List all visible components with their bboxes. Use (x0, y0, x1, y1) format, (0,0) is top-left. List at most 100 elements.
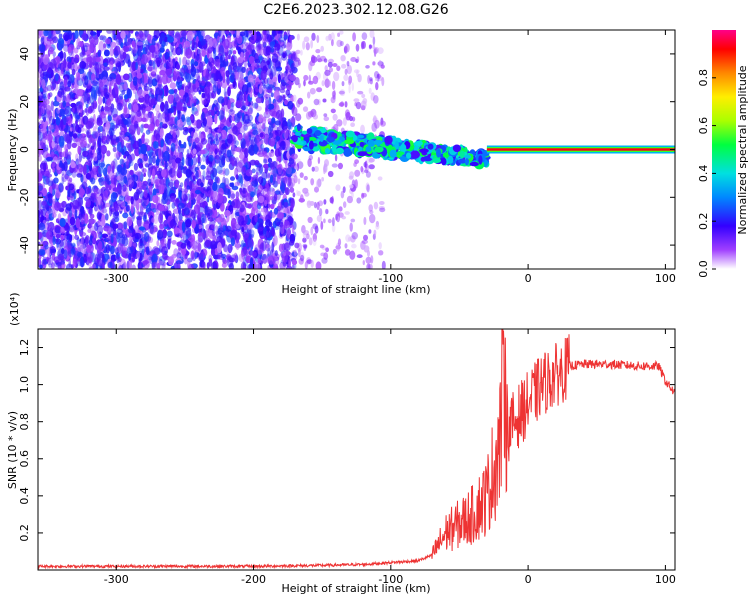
spectrogram-cell (89, 213, 95, 219)
spectrogram-cell (245, 169, 253, 177)
spectrogram-cell (169, 123, 176, 130)
spectrogram-cell (299, 172, 304, 178)
spectrogram-cell (120, 30, 126, 39)
spectrogram-cell (277, 146, 282, 157)
spectrogram-cell (96, 243, 102, 255)
spectrogram-cell (264, 235, 268, 244)
spectrogram-cell (337, 162, 343, 170)
spectrogram-cell (128, 236, 132, 248)
spectrogram-cell (256, 48, 262, 57)
spectrogram-cell (48, 46, 55, 53)
spectrogram-cell (116, 228, 123, 234)
spectrogram-cell (170, 195, 176, 203)
spectrogram-cell (265, 83, 271, 90)
spectrogram-cell (206, 262, 210, 269)
spectrogram-cell (87, 121, 95, 127)
spectrogram-cell (291, 224, 295, 234)
spectrogram-cell (260, 69, 267, 81)
spectrogram-cell (79, 232, 87, 237)
spectrogram-cell (310, 39, 313, 49)
spectrogram-cell (97, 114, 101, 124)
spectrogram-cell (346, 60, 350, 67)
spectrogram-cell (103, 43, 106, 49)
spectrogram-cell (230, 210, 234, 220)
spectrogram-cell (53, 177, 59, 184)
spectrogram-cell (207, 38, 213, 49)
spectrogram-cell (372, 61, 376, 66)
spectrogram-cell (214, 113, 218, 125)
spectrogram-cell (237, 215, 245, 226)
spectrogram-cell (98, 40, 105, 52)
spectrogram-cell (323, 58, 328, 63)
spectrogram-cell (328, 80, 332, 87)
spectrogram-cell (212, 181, 218, 192)
spectrogram-cell (226, 133, 233, 144)
spectrogram-cell (217, 79, 221, 89)
spectrogram-cell (50, 81, 56, 90)
spectrogram-cell (180, 242, 187, 249)
spectrogram-cell (318, 208, 323, 217)
spectrogram-cell (46, 219, 50, 226)
spectrogram-cell (43, 116, 46, 123)
spectrogram-cell (86, 30, 94, 40)
spectrogram-cell (295, 158, 301, 163)
spectrogram-cell (107, 261, 113, 268)
spectrogram-cell (297, 123, 301, 132)
spectrogram-cell (127, 204, 131, 211)
spectrogram-cell (103, 49, 110, 57)
spectrogram-cell (74, 209, 78, 219)
spectrogram-cell (211, 223, 216, 230)
spectrogram-cell (204, 88, 207, 99)
spectrogram-cell (368, 44, 372, 50)
spectrogram-cell (76, 173, 83, 178)
spectrogram-cell (309, 87, 316, 95)
spectrogram-cell (167, 182, 174, 187)
spectrogram-cell (156, 240, 160, 247)
spectrogram-cell (124, 136, 129, 141)
spectrogram-cell (126, 216, 133, 227)
spectrogram-cell (106, 235, 112, 241)
spectrogram-cell (259, 132, 264, 138)
spectrogram-cell (38, 154, 42, 162)
spectrogram-cell (303, 175, 308, 181)
spectrogram-cell (200, 39, 206, 46)
spectrogram-cell (286, 251, 292, 259)
spectrogram-cell (176, 252, 182, 259)
spectrogram-cell (124, 150, 129, 157)
spectrogram-cell (229, 182, 234, 188)
spectrogram-cell (100, 111, 105, 120)
spectrogram-cell (284, 187, 290, 196)
spectrogram-cell (242, 132, 249, 139)
spectrogram-cell (283, 201, 289, 208)
spectrogram-cell (45, 177, 50, 185)
spectrogram-cell (348, 84, 351, 94)
spectrogram-cell (175, 157, 181, 164)
spectrogram-cell (114, 152, 119, 159)
spectrogram-cell (185, 59, 191, 66)
spectrogram-cell (64, 144, 69, 153)
spectrogram-cell (190, 209, 196, 219)
spectrogram-cell (238, 159, 244, 169)
spectrogram-cell (197, 242, 202, 252)
spectrogram-cell (350, 122, 355, 127)
spectrogram-cell (356, 197, 362, 204)
spectrogram-cell (143, 172, 147, 177)
spectrogram-cell (115, 136, 120, 143)
spectrogram-cell (251, 49, 256, 58)
spectrogram-cell (270, 203, 275, 210)
spectrogram-cell (146, 33, 152, 42)
spectrogram-cell (367, 75, 371, 84)
spectrogram-cell (192, 148, 197, 155)
spectrogram-cell (228, 109, 235, 115)
spectrogram-cell (58, 135, 65, 147)
spectrogram-cell (173, 68, 177, 76)
spectrogram-cell (49, 196, 54, 204)
spectrogram-cell (166, 62, 171, 69)
spectrogram-cell (237, 56, 244, 64)
spectrogram-cell (363, 169, 369, 174)
spectrogram-cell (166, 51, 173, 57)
spectrogram-cell (78, 188, 86, 196)
spectrogram-cell (109, 60, 114, 71)
spectrogram-cell (218, 110, 225, 120)
spectrogram-cell (108, 169, 114, 180)
